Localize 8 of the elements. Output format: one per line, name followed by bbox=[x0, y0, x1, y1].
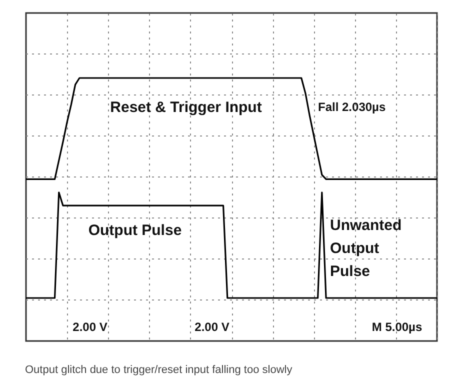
annotation: Unwanted Output Pulse bbox=[330, 217, 402, 280]
text: Output glitch due to trigger/reset input falling too slowly bbox=[25, 364, 293, 376]
text: 2.00 V bbox=[72, 320, 108, 334]
annotation: Reset & Trigger Input bbox=[110, 99, 262, 116]
annotation: Fall 2.030µs bbox=[318, 100, 386, 114]
annotation: Output Pulse bbox=[88, 222, 182, 239]
text: M 5.00µs bbox=[372, 320, 422, 334]
text: 2.00 V bbox=[194, 320, 230, 334]
